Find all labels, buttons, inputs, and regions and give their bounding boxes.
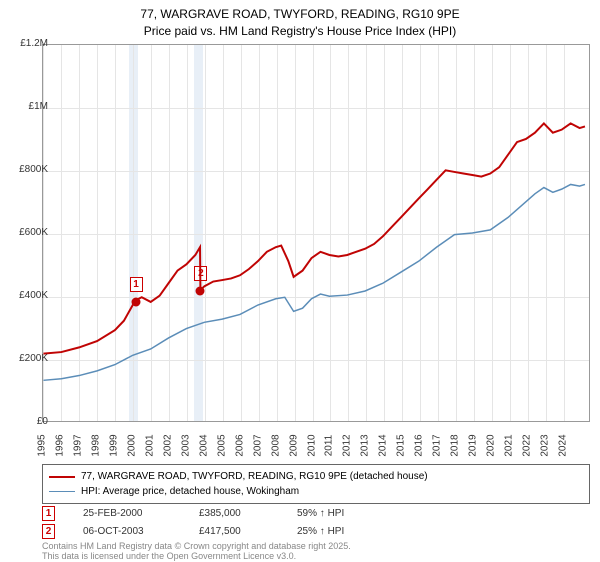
x-axis-tick-label: 2021 [504,431,515,461]
legend-swatch [49,491,75,493]
footnote-marker-icon: 1 [42,506,55,521]
y-axis-tick-label: £1M [10,101,48,112]
chart-plot-area: 12 [42,44,590,422]
x-axis-tick-label: 1995 [37,431,48,461]
x-axis-tick-label: 2015 [396,431,407,461]
x-axis-tick-label: 2017 [432,431,443,461]
legend-row: 77, WARGRAVE ROAD, TWYFORD, READING, RG1… [49,469,583,484]
series-line [43,123,585,353]
y-axis-tick-label: £800K [10,164,48,175]
footnote-marker-icon: 2 [42,524,55,539]
x-axis-tick-label: 2020 [486,431,497,461]
x-axis-tick-label: 2001 [144,431,155,461]
attribution-line: This data is licensed under the Open Gov… [42,552,351,562]
x-axis-tick-label: 2003 [180,431,191,461]
x-axis-tick-label: 2018 [450,431,461,461]
legend-label: HPI: Average price, detached house, Woki… [81,486,299,497]
legend-box: 77, WARGRAVE ROAD, TWYFORD, READING, RG1… [42,464,590,504]
x-axis-tick-label: 2005 [216,431,227,461]
x-axis-tick-label: 1996 [54,431,65,461]
x-axis-tick-label: 1997 [72,431,83,461]
x-axis-tick-label: 2012 [342,431,353,461]
x-axis-tick-label: 2007 [252,431,263,461]
x-axis-tick-label: 2023 [540,431,551,461]
y-axis-tick-label: £1.2M [10,38,48,49]
x-axis-tick-label: 2009 [288,431,299,461]
x-axis-tick-label: 2016 [414,431,425,461]
footnote-table: 1 25-FEB-2000 £385,000 59% ↑ HPI 2 06-OC… [42,504,344,540]
legend-label: 77, WARGRAVE ROAD, TWYFORD, READING, RG1… [81,471,428,482]
legend-swatch [49,476,75,478]
x-axis-tick-label: 2002 [162,431,173,461]
x-axis-tick-label: 2008 [270,431,281,461]
x-axis-tick-label: 2006 [234,431,245,461]
x-axis-tick-label: 2019 [468,431,479,461]
line-series-svg [43,45,589,421]
x-axis-tick-label: 1998 [90,431,101,461]
x-axis-tick-label: 1999 [108,431,119,461]
footnote-row: 1 25-FEB-2000 £385,000 59% ↑ HPI [42,504,344,522]
y-axis-tick-label: £600K [10,227,48,238]
footnote-row: 2 06-OCT-2003 £417,500 25% ↑ HPI [42,522,344,540]
title-line2: Price paid vs. HM Land Registry's House … [10,23,590,40]
title-block: 77, WARGRAVE ROAD, TWYFORD, READING, RG1… [0,0,600,42]
x-axis-tick-label: 2022 [522,431,533,461]
footnote-delta: 59% ↑ HPI [297,508,344,519]
legend-row: HPI: Average price, detached house, Woki… [49,484,583,499]
x-axis-tick-label: 2011 [324,431,335,461]
x-axis-tick-label: 2000 [126,431,137,461]
title-line1: 77, WARGRAVE ROAD, TWYFORD, READING, RG1… [10,6,590,23]
y-axis-tick-label: £0 [10,416,48,427]
x-axis-tick-label: 2010 [306,431,317,461]
x-axis-tick-label: 2014 [378,431,389,461]
footnote-date: 06-OCT-2003 [83,526,171,537]
x-axis-tick-label: 2024 [558,431,569,461]
attribution-text: Contains HM Land Registry data © Crown c… [42,542,351,562]
series-line [43,184,585,380]
footnote-price: £385,000 [199,508,269,519]
y-axis-tick-label: £400K [10,290,48,301]
footnote-delta: 25% ↑ HPI [297,526,344,537]
footnote-date: 25-FEB-2000 [83,508,171,519]
x-axis-tick-label: 2013 [360,431,371,461]
y-axis-tick-label: £200K [10,353,48,364]
footnote-price: £417,500 [199,526,269,537]
chart-container: 77, WARGRAVE ROAD, TWYFORD, READING, RG1… [0,0,600,560]
x-axis-tick-label: 2004 [198,431,209,461]
